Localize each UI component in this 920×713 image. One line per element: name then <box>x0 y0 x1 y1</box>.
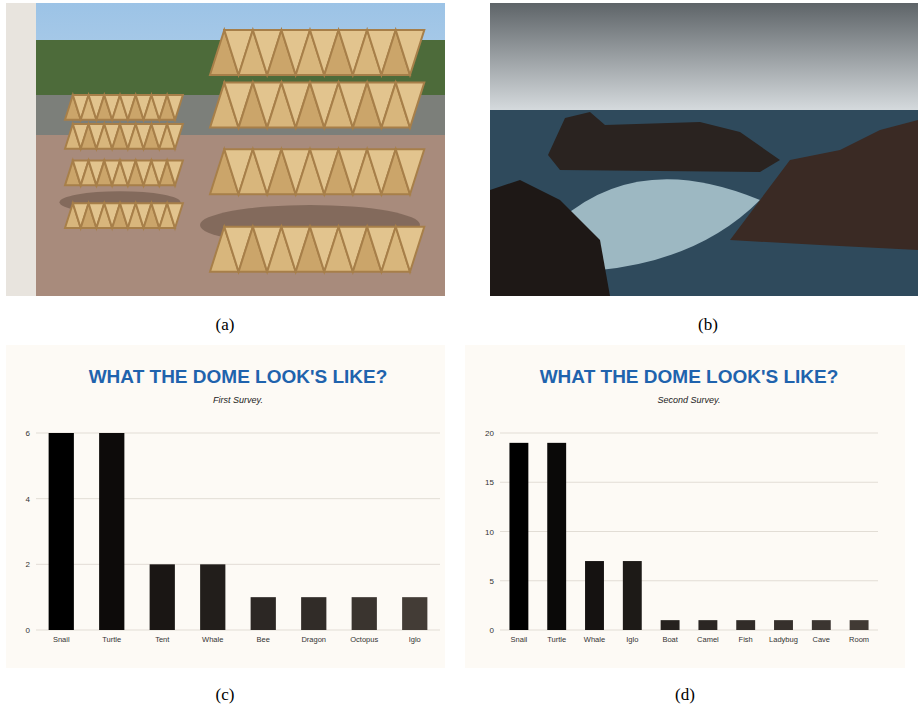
category-label: Boat <box>662 635 678 644</box>
chart-background <box>465 345 905 668</box>
tick-label: 0 <box>490 626 495 635</box>
chart-title: WHAT THE DOME LOOK'S LIKE? <box>89 366 388 387</box>
chart-background <box>6 345 445 668</box>
panel <box>167 124 183 149</box>
tick-label: 4 <box>26 495 31 504</box>
bar <box>812 620 831 630</box>
rock <box>730 120 918 250</box>
chart-title: WHAT THE DOME LOOK'S LIKE? <box>540 366 839 387</box>
panel-label: (a) <box>216 315 235 334</box>
tick-label: 15 <box>485 478 494 487</box>
grid-line <box>36 433 440 434</box>
tick-label: 10 <box>485 528 494 537</box>
category-label: Snail <box>511 635 528 644</box>
tick-label: 20 <box>485 429 494 438</box>
tick-label: 2 <box>26 560 31 569</box>
chart-subtitle: First Survey. <box>213 395 263 405</box>
panel <box>396 83 425 128</box>
bars <box>49 433 428 630</box>
bar <box>850 620 869 630</box>
panel <box>167 203 183 228</box>
panel <box>396 30 425 75</box>
panel-label: (b) <box>698 315 718 334</box>
category-label: Fish <box>739 635 753 644</box>
category-label: Bee <box>257 635 270 644</box>
bar <box>547 443 566 630</box>
panel-label: (c) <box>216 685 235 704</box>
bar <box>774 620 793 630</box>
category-label: Turtle <box>102 635 121 644</box>
chart-subtitle: Second Survey. <box>658 395 721 405</box>
bar <box>352 597 377 630</box>
bar <box>623 561 642 630</box>
bar <box>661 620 680 630</box>
grid-line <box>36 498 440 499</box>
panel <box>167 95 183 120</box>
bar <box>49 433 74 630</box>
photo-dome <box>6 3 445 296</box>
bar <box>402 597 427 630</box>
tick-label: 5 <box>490 577 495 586</box>
tick-label: 6 <box>26 429 31 438</box>
panel <box>167 161 183 186</box>
grid-line <box>36 630 440 631</box>
bar <box>736 620 755 630</box>
panel-label: (d) <box>675 685 695 704</box>
category-label: Room <box>849 635 869 644</box>
category-label: Tent <box>155 635 170 644</box>
bar <box>251 597 276 630</box>
photo-sea <box>490 3 918 296</box>
category-label: Snail <box>53 635 70 644</box>
category-label: Dragon <box>301 635 326 644</box>
category-label: Octopus <box>350 635 378 644</box>
chart: WHAT THE DOME LOOK'S LIKE? First Survey. 0… <box>6 345 445 668</box>
category-label: Turtle <box>547 635 566 644</box>
tick-label: 0 <box>26 626 31 635</box>
bar <box>585 561 604 630</box>
category-label: Camel <box>697 635 719 644</box>
figure: (a) (b) (c) (d) WHAT THE DOME LOOK'S LIKE? Fi… <box>0 0 920 713</box>
bar <box>150 564 175 630</box>
bar <box>200 564 225 630</box>
panel <box>396 227 425 272</box>
domes <box>60 30 425 272</box>
ground <box>6 135 445 296</box>
grid-line <box>500 433 878 434</box>
category-label: Whale <box>202 635 223 644</box>
rock <box>548 112 780 172</box>
chart: WHAT THE DOME LOOK'S LIKE? Second Survey.… <box>465 345 905 668</box>
category-label: Iglo <box>409 635 421 644</box>
rock <box>490 180 610 296</box>
category-label: Iglo <box>626 635 638 644</box>
bar <box>509 443 528 630</box>
category-label: Whale <box>584 635 605 644</box>
panel <box>396 149 425 194</box>
category-label: Cave <box>813 635 831 644</box>
grid-line <box>36 564 440 565</box>
bar <box>698 620 717 630</box>
sky <box>490 3 918 113</box>
bars <box>509 443 868 630</box>
bar <box>301 597 326 630</box>
sky <box>6 3 445 296</box>
sea <box>490 110 918 296</box>
bar <box>99 433 124 630</box>
category-label: Ladybug <box>769 635 798 644</box>
wall-left <box>6 3 36 296</box>
